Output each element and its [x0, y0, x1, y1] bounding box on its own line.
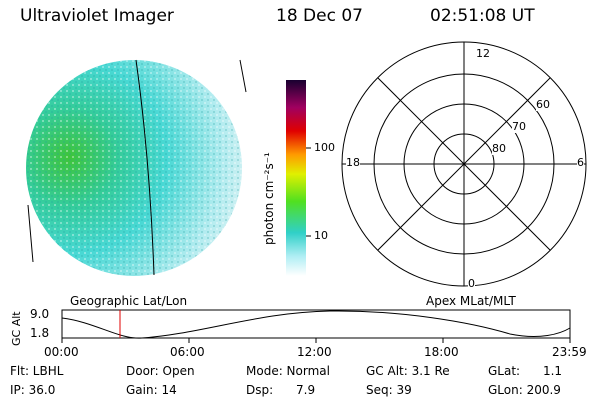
x-tick-label-2359: 23:59: [552, 345, 587, 359]
polar-plot: [341, 41, 587, 287]
mlt-label-18: 18: [346, 156, 360, 169]
mlt-label-0: 0: [468, 277, 475, 290]
limb-line-left: [27, 204, 34, 263]
longitude-line: [135, 59, 155, 276]
instrument-title: Ultraviolet Imager: [20, 6, 174, 26]
lat-label-60: 60: [536, 98, 550, 111]
status-glon: GLon: 200.9: [488, 383, 561, 397]
altitude-ylabel: GC Alt: [10, 311, 23, 346]
mlt-label-6: 6: [577, 156, 584, 169]
apex-caption: Apex MLat/MLT: [426, 294, 516, 308]
altitude-curve: [61, 310, 571, 339]
colorbar-unit-label: photon cm⁻²s⁻¹: [262, 152, 276, 245]
time-label: 02:51:08 UT: [430, 6, 535, 26]
colorbar-label-100: 100: [314, 141, 335, 154]
altitude-panel-frame: [61, 309, 571, 339]
status-gc-alt: GC Alt: 3.1 Re: [366, 364, 450, 378]
status-seq: Seq: 39: [366, 383, 412, 397]
mlt-label-12: 12: [476, 47, 490, 60]
status-glat: GLat: 1.1: [488, 364, 563, 378]
status-door: Door: Open: [126, 364, 195, 378]
x-tick-label-1800: 18:00: [424, 345, 459, 359]
colorbar: [286, 80, 306, 276]
x-tick-label-1200: 12:00: [297, 345, 332, 359]
y-tick-label-1-8: 1.8: [30, 326, 50, 340]
status-mode: Mode: Normal: [246, 364, 330, 378]
lat-label-80: 80: [492, 142, 506, 155]
x-tick-label-0000: 00:00: [44, 345, 79, 359]
lat-label-70: 70: [512, 120, 526, 133]
colorbar-label-10: 10: [314, 229, 328, 242]
status-dsp: Dsp: 7.9: [246, 383, 316, 397]
date-label: 18 Dec 07: [276, 6, 363, 26]
polar-diagonal-2: [377, 77, 551, 251]
status-ip: IP: 36.0: [10, 383, 56, 397]
uvi-disk-image: [26, 60, 242, 276]
limb-line-right: [239, 59, 247, 93]
status-filter: Flt: LBHL: [10, 364, 64, 378]
geographic-caption: Geographic Lat/Lon: [70, 294, 188, 308]
y-tick-label-9: 9.0: [30, 307, 50, 321]
x-tick-label-0600: 06:00: [170, 345, 205, 359]
status-gain: Gain: 14: [126, 383, 177, 397]
